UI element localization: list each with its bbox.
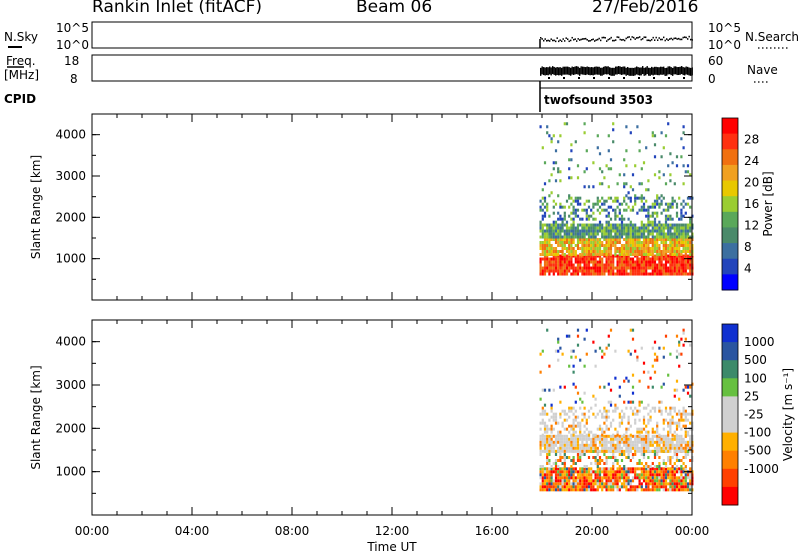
colorbar-swatch: [722, 360, 738, 379]
colorbar-swatch: [722, 196, 738, 213]
nsearch-label: N.Search: [745, 30, 799, 44]
colorbar-tick: 1000: [744, 335, 775, 349]
nsearch-tick-bottom: 10^0: [708, 38, 741, 52]
x-axis-label: Time UT: [366, 540, 417, 554]
colorbar-swatch: [722, 414, 738, 434]
cpid-label: CPID: [4, 92, 36, 106]
y-tick-label: 4000: [55, 128, 86, 142]
y-tick-label: 1000: [55, 465, 86, 479]
nsky-label: N.Sky: [4, 30, 38, 44]
x-tick-label: 04:00: [175, 524, 210, 538]
colorbar-swatch: [722, 468, 738, 488]
date-title: 27/Feb/2016: [592, 0, 699, 17]
nsky-tick-bottom: 10^0: [56, 38, 89, 52]
colorbar-swatch: [722, 450, 738, 470]
y-tick-label: 3000: [55, 378, 86, 392]
colorbar-tick: -1000: [744, 462, 779, 476]
colorbar-label: Power [dB]: [761, 171, 775, 236]
y-tick-label: 4000: [55, 335, 86, 349]
colorbar-swatch: [722, 118, 738, 135]
nsearch-tick-top: 10^5: [708, 21, 741, 35]
colorbar-tick: 4: [744, 262, 752, 276]
colorbar-tick: 20: [744, 176, 759, 190]
colorbar-tick: 12: [744, 219, 759, 233]
freq-label: Freq.: [6, 54, 36, 68]
colorbar-tick: -500: [744, 444, 771, 458]
colorbar-swatch: [722, 258, 738, 275]
x-tick-label: 00:00: [675, 524, 710, 538]
colorbar-swatch: [722, 227, 738, 244]
colorbar-swatch: [722, 274, 738, 291]
colorbar-swatch: [722, 149, 738, 166]
colorbar-swatch: [722, 211, 738, 228]
colorbar-tick: -100: [744, 426, 771, 440]
x-tick-label: 20:00: [575, 524, 610, 538]
x-tick-label: 00:00: [75, 524, 110, 538]
y-tick-label: 1000: [55, 252, 86, 266]
colorbar-tick: 24: [744, 154, 759, 168]
beam-title: Beam 06: [356, 0, 433, 17]
colorbar-tick: 28: [744, 133, 759, 147]
colorbar-tick: 8: [744, 240, 752, 254]
colorbar-swatch: [722, 432, 738, 452]
colorbar-swatch: [722, 324, 738, 343]
colorbar-label: Velocity [m s⁻¹]: [781, 368, 795, 461]
x-tick-label: 08:00: [275, 524, 310, 538]
colorbar-swatch: [722, 133, 738, 150]
colorbar-tick: -25: [744, 408, 764, 422]
nsky-tick-top: 10^5: [56, 21, 89, 35]
station-title: Rankin Inlet (fitACF): [92, 0, 263, 17]
colorbar-swatch: [722, 396, 738, 415]
colorbar-swatch: [722, 180, 738, 197]
power-panel: 1000 2000 3000 4000 Slant Range [km]: [29, 113, 694, 301]
colorbar-swatch: [722, 486, 738, 506]
colorbar-tick: 25: [744, 389, 759, 403]
y-tick-label: 2000: [55, 421, 86, 435]
freq-tick-bottom: 8: [70, 72, 78, 86]
nsky-box: [91, 21, 693, 49]
x-tick-label: 12:00: [375, 524, 410, 538]
velocity-panel: 1000 2000 3000 4000 Slant Range [km] 00:00 04:…: [29, 319, 710, 554]
nave-label: Nave: [747, 63, 778, 77]
nave-tick-top: 60: [708, 54, 723, 68]
freq-tick-top: 18: [64, 54, 79, 68]
freq-unit: [MHz]: [4, 68, 39, 82]
colorbars: 4 8 12 16 20 24 28 Power [dB] 1000 500 100 25 -25 -10…: [721, 117, 795, 506]
colorbar-swatch: [722, 342, 738, 361]
colorbar-swatch: [722, 378, 738, 397]
colorbar-swatch: [722, 243, 738, 260]
y-axis-label: Slant Range [km]: [29, 365, 43, 469]
colorbar-swatch: [722, 164, 738, 182]
y-tick-label: 3000: [55, 169, 86, 183]
nave-tick-bottom: 0: [708, 72, 716, 86]
colorbar-tick: 500: [744, 353, 767, 367]
y-axis-label: Slant Range [km]: [29, 155, 43, 259]
colorbar-tick: 100: [744, 371, 767, 385]
y-tick-label: 2000: [55, 210, 86, 224]
x-tick-label: 16:00: [475, 524, 510, 538]
params-panel: N.Sky 10^5 10^0 10^5 10^0 N.Search Freq.[MHz] 1…: [4, 21, 799, 112]
colorbar-tick: 16: [744, 197, 759, 211]
cpid-value: twofsound 3503: [544, 93, 653, 107]
